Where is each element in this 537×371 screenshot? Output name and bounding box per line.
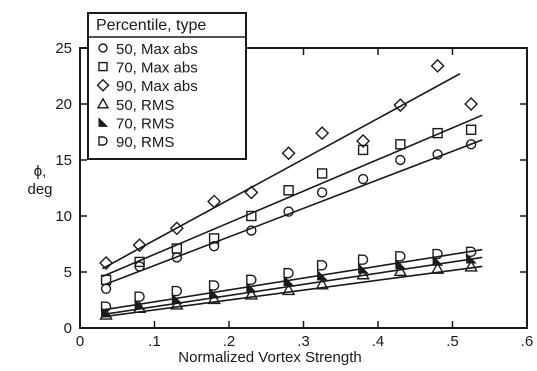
circle-marker	[316, 187, 328, 198]
square-marker	[208, 233, 220, 244]
d-shape-marker	[98, 136, 108, 146]
right-triangle-marker	[101, 306, 112, 318]
right-triangle-marker	[283, 275, 295, 286]
right-triangle-marker	[395, 258, 407, 270]
right-triangle-marker	[171, 293, 183, 304]
square-marker	[246, 210, 257, 222]
square-marker	[395, 139, 406, 150]
right-triangle-marker	[246, 281, 258, 293]
x-tick-label: .4	[372, 333, 385, 350]
legend-entry-label: 70, RMS	[116, 115, 174, 132]
d-shape-marker	[246, 274, 257, 286]
diamond-marker	[315, 126, 330, 141]
diamond-marker	[393, 98, 408, 113]
diamond-marker	[169, 221, 184, 236]
d-shape-marker	[357, 254, 369, 265]
y-tick-label: 25	[55, 40, 72, 57]
diamond-marker	[281, 146, 296, 161]
square-marker	[357, 144, 369, 156]
fit-line	[102, 256, 483, 316]
circle-marker	[208, 241, 220, 252]
d-shape-marker	[316, 260, 328, 271]
square-marker	[283, 185, 294, 196]
x-tick-label: 0	[76, 333, 84, 350]
diamond-marker	[99, 256, 114, 271]
x-tick-label: .2	[223, 333, 236, 350]
legend-entry-label: 90, Max abs	[116, 78, 198, 95]
circle-marker	[432, 149, 443, 160]
legend-entry-label: 50, Max abs	[116, 41, 198, 58]
d-shape-marker	[283, 267, 294, 279]
y-axis-label-unit: deg	[27, 181, 52, 198]
triangle-marker	[281, 282, 296, 296]
triangle-marker	[244, 287, 259, 300]
x-tick-label: .1	[148, 333, 161, 350]
d-shape-marker	[465, 246, 477, 258]
diamond-marker	[207, 194, 222, 209]
triangle-marker	[207, 291, 221, 305]
fit-lines	[101, 73, 483, 318]
square-marker	[465, 124, 477, 135]
axis-ticks: 0 .1 .2 .3 .4 .5 .6 0 5 10 15 20 25	[55, 40, 533, 350]
circle-marker	[357, 173, 369, 185]
square-marker	[134, 256, 145, 268]
square-marker	[432, 127, 443, 139]
y-tick-label: 15	[55, 152, 72, 169]
triangle-marker	[315, 277, 329, 290]
fit-line	[102, 248, 483, 311]
triangle-marker	[464, 259, 478, 272]
d-shape-marker	[134, 291, 145, 302]
circle-marker	[283, 206, 294, 217]
square-marker	[100, 274, 112, 286]
y-tick-label: 5	[64, 264, 72, 281]
x-tick-label: .6	[521, 333, 534, 350]
data-points	[99, 58, 479, 320]
y-axis-label-symbol: ϕ,	[34, 163, 47, 180]
right-triangle-marker	[317, 269, 328, 281]
legend-entry-label: 70, Max abs	[116, 60, 198, 77]
legend-entry-label: 50, RMS	[116, 97, 174, 114]
square-marker	[98, 61, 108, 72]
right-triangle-marker	[98, 117, 109, 127]
x-tick-label: .5	[446, 333, 459, 350]
diamond-marker	[430, 58, 445, 73]
circle-marker	[246, 225, 257, 236]
diamond-marker	[132, 238, 147, 253]
d-shape-marker	[171, 285, 183, 297]
right-triangle-marker	[134, 298, 146, 310]
circle-marker	[465, 139, 477, 150]
diamond-marker	[244, 185, 259, 200]
d-shape-marker	[208, 280, 220, 291]
y-tick-label: 0	[64, 320, 72, 337]
circle-marker	[100, 283, 112, 294]
right-triangle-marker	[358, 262, 369, 274]
diamond-marker	[356, 133, 371, 148]
circle-marker	[98, 43, 108, 53]
right-triangle-marker	[209, 287, 220, 299]
d-shape-marker	[395, 251, 406, 262]
d-shape-marker	[100, 301, 112, 312]
legend-entry-label: 90, RMS	[116, 134, 174, 151]
x-axis-label: Normalized Vortex Strength	[178, 349, 361, 366]
triangle-marker	[170, 297, 184, 310]
y-tick-label: 10	[55, 208, 72, 225]
circle-marker	[395, 154, 406, 166]
triangle-marker	[393, 263, 408, 277]
y-tick-label: 20	[55, 96, 72, 113]
diamond-marker	[96, 78, 110, 92]
triangle-marker	[430, 261, 445, 274]
fit-line	[101, 73, 461, 270]
triangle-marker	[96, 97, 110, 109]
triangle-marker	[356, 267, 370, 280]
legend-title: Percentile, type	[96, 17, 206, 34]
square-marker	[171, 243, 183, 254]
diamond-marker	[464, 97, 479, 111]
d-shape-marker	[432, 248, 443, 260]
square-marker	[316, 168, 328, 179]
fit-line	[102, 114, 483, 278]
x-tick-label: .3	[297, 333, 310, 350]
